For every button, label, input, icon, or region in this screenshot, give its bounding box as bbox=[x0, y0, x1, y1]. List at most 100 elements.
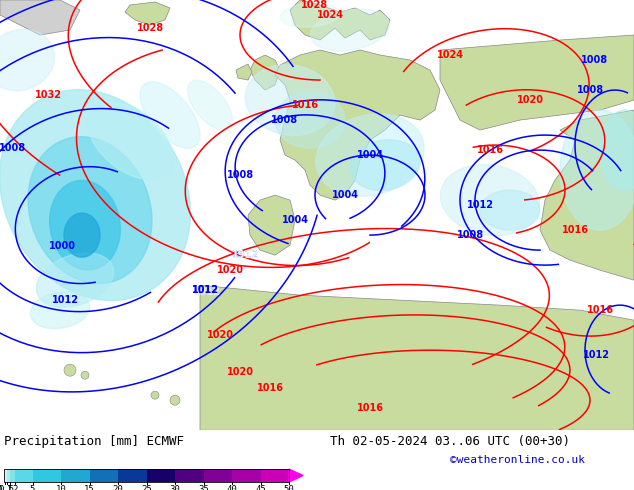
Text: 10: 10 bbox=[56, 485, 67, 490]
Text: 15: 15 bbox=[84, 485, 95, 490]
Circle shape bbox=[151, 391, 159, 399]
Polygon shape bbox=[480, 190, 540, 230]
Text: 50: 50 bbox=[283, 485, 294, 490]
Text: 1016: 1016 bbox=[356, 403, 384, 413]
Text: 1008: 1008 bbox=[226, 170, 254, 180]
Polygon shape bbox=[64, 213, 100, 257]
Polygon shape bbox=[290, 0, 390, 40]
Text: 1016: 1016 bbox=[586, 305, 614, 315]
Text: 1912: 1912 bbox=[193, 287, 221, 297]
Text: 20: 20 bbox=[113, 485, 124, 490]
Polygon shape bbox=[37, 253, 113, 307]
Polygon shape bbox=[30, 292, 89, 329]
Bar bbox=[232, 469, 261, 482]
Polygon shape bbox=[289, 469, 303, 482]
Text: 1012: 1012 bbox=[51, 295, 79, 305]
Polygon shape bbox=[49, 180, 120, 270]
Polygon shape bbox=[87, 100, 173, 180]
Polygon shape bbox=[200, 285, 634, 430]
Text: 1008: 1008 bbox=[576, 85, 604, 95]
Text: 0.1: 0.1 bbox=[0, 485, 13, 490]
Text: 1004: 1004 bbox=[356, 150, 384, 160]
Text: 1912: 1912 bbox=[231, 250, 259, 260]
Text: 1004: 1004 bbox=[281, 215, 309, 225]
Bar bbox=[175, 469, 204, 482]
Polygon shape bbox=[316, 114, 424, 196]
Text: 1912: 1912 bbox=[191, 285, 219, 295]
Bar bbox=[61, 469, 89, 482]
Polygon shape bbox=[600, 110, 634, 190]
Text: 1016: 1016 bbox=[257, 383, 283, 393]
Circle shape bbox=[170, 395, 180, 405]
Polygon shape bbox=[275, 92, 345, 148]
Text: 1008: 1008 bbox=[581, 55, 609, 65]
Bar bbox=[32, 469, 61, 482]
Bar bbox=[204, 469, 232, 482]
Text: 1024: 1024 bbox=[316, 10, 344, 20]
Polygon shape bbox=[540, 110, 634, 280]
Polygon shape bbox=[0, 90, 190, 300]
Polygon shape bbox=[441, 165, 540, 236]
Text: 0.5: 0.5 bbox=[0, 485, 15, 490]
Text: 1016: 1016 bbox=[477, 145, 503, 155]
Text: 1028: 1028 bbox=[301, 0, 328, 10]
Text: 40: 40 bbox=[226, 485, 237, 490]
Polygon shape bbox=[311, 9, 389, 51]
Text: 1020: 1020 bbox=[226, 367, 254, 377]
Bar bbox=[15, 469, 32, 482]
Polygon shape bbox=[275, 50, 440, 200]
Bar bbox=[261, 469, 289, 482]
Polygon shape bbox=[440, 35, 634, 130]
Text: 1020: 1020 bbox=[216, 265, 243, 275]
Text: 35: 35 bbox=[198, 485, 209, 490]
Text: 1012: 1012 bbox=[467, 200, 493, 210]
Text: 1912: 1912 bbox=[231, 250, 259, 260]
Text: 1012: 1012 bbox=[191, 285, 219, 295]
Text: 45: 45 bbox=[255, 485, 266, 490]
Bar bbox=[7, 469, 10, 482]
Text: 1024: 1024 bbox=[436, 50, 463, 60]
Text: 1020: 1020 bbox=[517, 95, 543, 105]
Bar bbox=[4, 469, 289, 482]
Polygon shape bbox=[245, 65, 335, 135]
Text: 25: 25 bbox=[141, 485, 152, 490]
Text: 1020: 1020 bbox=[207, 330, 233, 340]
Polygon shape bbox=[250, 55, 280, 90]
Text: 30: 30 bbox=[170, 485, 181, 490]
Polygon shape bbox=[28, 137, 152, 284]
Text: 1028: 1028 bbox=[136, 23, 164, 33]
Circle shape bbox=[64, 364, 76, 376]
Polygon shape bbox=[280, 3, 340, 27]
Polygon shape bbox=[0, 0, 80, 35]
Text: 1032: 1032 bbox=[34, 90, 61, 100]
Polygon shape bbox=[350, 140, 420, 191]
Bar bbox=[146, 469, 175, 482]
Polygon shape bbox=[140, 82, 200, 148]
Polygon shape bbox=[0, 29, 55, 91]
Text: 1004: 1004 bbox=[332, 190, 358, 200]
Text: Precipitation [mm] ECMWF: Precipitation [mm] ECMWF bbox=[4, 435, 184, 448]
Text: 1: 1 bbox=[7, 485, 13, 490]
Text: Th 02-05-2024 03..06 UTC (00+30): Th 02-05-2024 03..06 UTC (00+30) bbox=[330, 435, 570, 448]
Text: 1016: 1016 bbox=[292, 100, 318, 110]
Circle shape bbox=[81, 371, 89, 379]
Bar bbox=[118, 469, 146, 482]
Bar bbox=[10, 469, 15, 482]
Text: 1012: 1012 bbox=[583, 350, 609, 360]
Text: 1912: 1912 bbox=[231, 250, 259, 260]
Polygon shape bbox=[188, 80, 233, 130]
Bar bbox=[4, 469, 7, 482]
Text: 1000: 1000 bbox=[48, 241, 75, 251]
Text: 1008: 1008 bbox=[0, 143, 25, 153]
Polygon shape bbox=[236, 64, 252, 80]
Polygon shape bbox=[248, 195, 295, 255]
Text: 5: 5 bbox=[30, 485, 36, 490]
Polygon shape bbox=[125, 2, 170, 25]
Bar bbox=[89, 469, 118, 482]
Text: ©weatheronline.co.uk: ©weatheronline.co.uk bbox=[450, 455, 585, 465]
Text: 1008: 1008 bbox=[456, 230, 484, 240]
Text: 2: 2 bbox=[13, 485, 18, 490]
Polygon shape bbox=[560, 110, 634, 230]
Text: 1008: 1008 bbox=[271, 115, 299, 125]
Text: 1016: 1016 bbox=[562, 225, 588, 235]
